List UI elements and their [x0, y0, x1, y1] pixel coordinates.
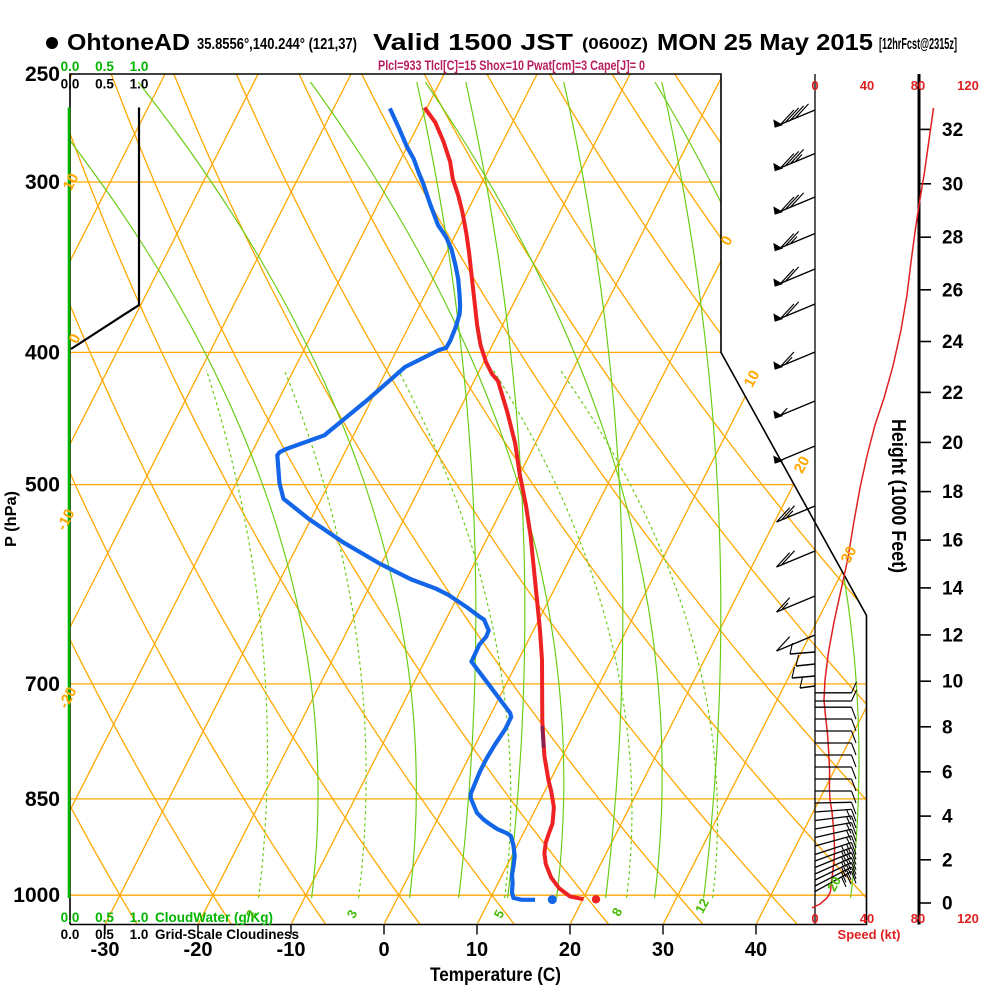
svg-text:Height (1000 Feet): Height (1000 Feet): [887, 419, 909, 573]
svg-text:24: 24: [942, 332, 964, 353]
svg-text:80: 80: [911, 78, 925, 93]
svg-text:40: 40: [860, 78, 874, 93]
svg-text:0.5: 0.5: [95, 59, 114, 74]
svg-text:30: 30: [838, 544, 861, 567]
svg-text:P (hPa): P (hPa): [3, 491, 20, 547]
svg-text:1.0: 1.0: [130, 910, 149, 925]
svg-text:1.0: 1.0: [130, 77, 149, 92]
svg-text:CloudWater (g/Kg): CloudWater (g/Kg): [155, 910, 273, 925]
svg-text:0.0: 0.0: [61, 927, 80, 942]
svg-text:1.0: 1.0: [130, 59, 149, 74]
svg-text:250: 250: [25, 63, 60, 86]
svg-text:35.8556°,140.244° (121,37): 35.8556°,140.244° (121,37): [197, 36, 357, 53]
svg-text:400: 400: [25, 341, 60, 364]
svg-text:28: 28: [942, 228, 963, 249]
svg-text:12: 12: [942, 625, 963, 646]
svg-text:80: 80: [911, 911, 925, 926]
svg-text:10: 10: [741, 368, 764, 391]
svg-text:6: 6: [942, 762, 953, 783]
svg-text:0.5: 0.5: [95, 927, 114, 942]
svg-text:1.0: 1.0: [130, 927, 149, 942]
svg-text:40: 40: [745, 939, 767, 961]
svg-text:20: 20: [559, 939, 581, 961]
svg-text:700: 700: [25, 673, 60, 696]
svg-text:Speed (kt): Speed (kt): [838, 927, 901, 942]
svg-text:40: 40: [860, 911, 874, 926]
svg-text:4: 4: [942, 807, 953, 828]
svg-text:0.5: 0.5: [95, 910, 114, 925]
svg-text:2: 2: [942, 850, 953, 871]
svg-text:Plcl=933 Tlcl[C]=15 Shox=10 Pw: Plcl=933 Tlcl[C]=15 Shox=10 Pwat[cm]=3 C…: [378, 58, 645, 73]
svg-text:[12hrFcst@2315z]: [12hrFcst@2315z]: [879, 36, 957, 53]
svg-text:18: 18: [942, 482, 963, 503]
svg-text:Temperature (C): Temperature (C): [430, 965, 561, 986]
svg-text:300: 300: [25, 171, 60, 194]
svg-text:0: 0: [811, 78, 818, 93]
svg-text:0.0: 0.0: [61, 910, 80, 925]
svg-text:0.5: 0.5: [95, 77, 114, 92]
svg-text:12: 12: [692, 896, 712, 916]
svg-text:OhtoneAD: OhtoneAD: [67, 29, 190, 55]
svg-text:20: 20: [791, 454, 814, 477]
svg-text:10: 10: [60, 171, 83, 194]
svg-text:22: 22: [942, 383, 963, 404]
svg-text:MON 25 May 2015: MON 25 May 2015: [657, 29, 873, 55]
svg-text:30: 30: [942, 174, 963, 195]
svg-text:30: 30: [652, 939, 674, 961]
svg-text:(0600Z): (0600Z): [582, 36, 648, 53]
svg-text:10: 10: [942, 672, 963, 693]
svg-text:-10: -10: [277, 939, 306, 961]
svg-text:0.0: 0.0: [61, 59, 80, 74]
svg-text:0: 0: [811, 911, 818, 926]
svg-text:20: 20: [824, 874, 844, 894]
svg-text:26: 26: [942, 280, 963, 301]
svg-text:10: 10: [466, 939, 488, 961]
svg-text:120: 120: [957, 911, 979, 926]
svg-text:850: 850: [25, 788, 60, 811]
svg-text:500: 500: [25, 474, 60, 497]
svg-text:32: 32: [942, 120, 963, 141]
svg-text:8: 8: [942, 717, 953, 738]
svg-text:120: 120: [957, 78, 979, 93]
svg-text:0: 0: [378, 939, 389, 961]
svg-text:14: 14: [942, 578, 964, 599]
svg-text:-30: -30: [91, 939, 120, 961]
svg-text:Grid-Scale Cloudiness: Grid-Scale Cloudiness: [155, 927, 299, 942]
svg-text:0.0: 0.0: [61, 77, 80, 92]
svg-text:16: 16: [942, 531, 963, 552]
svg-text:Valid 1500 JST: Valid 1500 JST: [373, 29, 573, 55]
svg-text:1000: 1000: [13, 884, 60, 907]
svg-text:0: 0: [942, 894, 953, 915]
svg-text:-20: -20: [184, 939, 213, 961]
svg-text:20: 20: [942, 433, 963, 454]
